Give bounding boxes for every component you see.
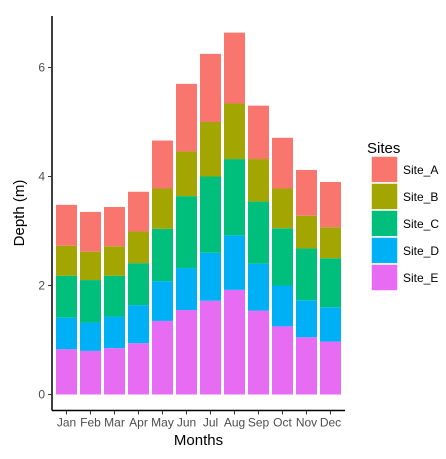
bar-segment-site-c-oct — [272, 228, 293, 286]
bar-segment-site-b-dec — [320, 227, 341, 259]
bar-segment-site-a-apr — [128, 191, 149, 232]
bar-segment-site-d-aug — [224, 235, 245, 290]
bar-segment-site-e-nov — [296, 337, 317, 395]
bar-segment-site-e-jul — [200, 300, 221, 395]
y-tick-label: 0 — [38, 388, 45, 402]
labels-layer: 0 2 4 6 Jan Feb Mar Apr May Jun Jul Aug Sep Oct Nov Dec… — [11, 61, 341, 450]
bar-segment-site-b-jul — [200, 122, 221, 177]
legend-swatch-site-c — [370, 209, 399, 238]
legend-swatch-site-d — [370, 236, 399, 265]
bar-segment-site-b-nov — [296, 215, 317, 249]
bar-segment-site-e-aug — [224, 289, 245, 395]
bar-segment-site-e-apr — [128, 343, 149, 395]
bar-segment-site-c-dec — [320, 258, 341, 308]
bar-segment-site-c-apr — [128, 263, 149, 306]
x-axis-title: Months — [174, 432, 223, 449]
bar-segment-site-b-mar — [104, 246, 125, 276]
bar-segment-site-c-jul — [200, 176, 221, 253]
x-tick-label: Oct — [273, 416, 292, 430]
bar-segment-site-e-jun — [176, 310, 197, 395]
x-tick-label: Nov — [296, 416, 317, 430]
bar-segment-site-c-feb — [80, 280, 101, 323]
legend-swatch-site-b — [370, 182, 399, 211]
bar-segment-site-d-dec — [320, 307, 341, 342]
bar-segment-site-c-may — [152, 228, 173, 282]
x-tick-label: Jul — [203, 416, 218, 430]
bar-segment-site-a-feb — [80, 211, 101, 252]
bar-segment-site-a-jul — [200, 53, 221, 123]
legend-label-site-c: Site_C — [403, 217, 439, 231]
bar-segment-site-d-feb — [80, 322, 101, 351]
bar-segment-site-d-jul — [200, 252, 221, 301]
y-tick-label: 6 — [38, 61, 45, 75]
x-tick-label: Sep — [248, 416, 270, 430]
bar-segment-site-c-aug — [224, 159, 245, 236]
x-tick-label: Aug — [224, 416, 245, 430]
bar-segment-site-c-jan — [56, 275, 77, 318]
x-tick-label: Jan — [57, 416, 76, 430]
bar-segment-site-a-may — [152, 140, 173, 189]
bar-segment-site-d-apr — [128, 305, 149, 344]
bar-segment-site-b-aug — [224, 103, 245, 160]
bar-segment-site-a-aug — [224, 32, 245, 104]
axes-layer — [48, 16, 345, 415]
bar-segment-site-c-sep — [248, 201, 269, 264]
bar-segment-site-e-dec — [320, 341, 341, 395]
bar-segment-site-e-jan — [56, 349, 77, 395]
bar-segment-site-b-feb — [80, 251, 101, 281]
legend-swatch-site-e — [370, 263, 399, 292]
bar-segment-site-a-dec — [320, 181, 341, 228]
x-tick-label: Mar — [104, 416, 125, 430]
bar-segment-site-d-jan — [56, 317, 77, 350]
bar-segment-site-b-apr — [128, 231, 149, 264]
bar-segment-site-d-mar — [104, 316, 125, 349]
bar-segment-site-a-oct — [272, 137, 293, 189]
y-tick-label: 4 — [38, 170, 45, 184]
x-tick-label: Jun — [177, 416, 196, 430]
bar-segment-site-b-jan — [56, 245, 77, 276]
y-axis-title: Depth (m) — [11, 180, 28, 247]
bar-segment-site-a-nov — [296, 169, 317, 216]
bar-segment-site-e-mar — [104, 348, 125, 395]
bar-segment-site-d-jun — [176, 268, 197, 311]
bar-segment-site-b-sep — [248, 159, 269, 202]
x-tick-label: Apr — [129, 416, 148, 430]
bar-segment-site-a-jan — [56, 204, 77, 246]
legend-label-site-b: Site_B — [403, 190, 438, 204]
bar-segment-site-c-jun — [176, 196, 197, 269]
bar-segment-site-e-feb — [80, 350, 101, 395]
bar-segment-site-b-jun — [176, 151, 197, 197]
bar-segment-site-c-mar — [104, 275, 125, 317]
bar-segment-site-b-may — [152, 188, 173, 229]
bar-segment-site-d-oct — [272, 285, 293, 327]
legend-title: Sites — [367, 140, 400, 157]
bar-segment-site-a-sep — [248, 105, 269, 160]
x-tick-label: Feb — [80, 416, 101, 430]
bar-segment-site-d-nov — [296, 300, 317, 338]
bar-segment-site-d-may — [152, 281, 173, 321]
bar-segment-site-d-sep — [248, 263, 269, 311]
legend-label-site-e: Site_E — [403, 271, 438, 285]
bar-segment-site-a-jun — [176, 83, 197, 152]
bar-segment-site-e-oct — [272, 326, 293, 395]
x-tick-label: Dec — [320, 416, 341, 430]
y-tick-label: 2 — [38, 279, 45, 293]
bar-segment-site-c-nov — [296, 248, 317, 301]
legend-label-site-a: Site_A — [403, 163, 438, 177]
legend-label-site-d: Site_D — [403, 244, 439, 258]
bar-segment-site-e-may — [152, 320, 173, 395]
bar-segment-site-a-mar — [104, 207, 125, 247]
legend-swatch-site-a — [370, 155, 399, 184]
bars-layer — [56, 32, 341, 395]
bar-segment-site-e-sep — [248, 310, 269, 395]
x-tick-label: May — [151, 416, 174, 430]
bar-segment-site-b-oct — [272, 188, 293, 229]
